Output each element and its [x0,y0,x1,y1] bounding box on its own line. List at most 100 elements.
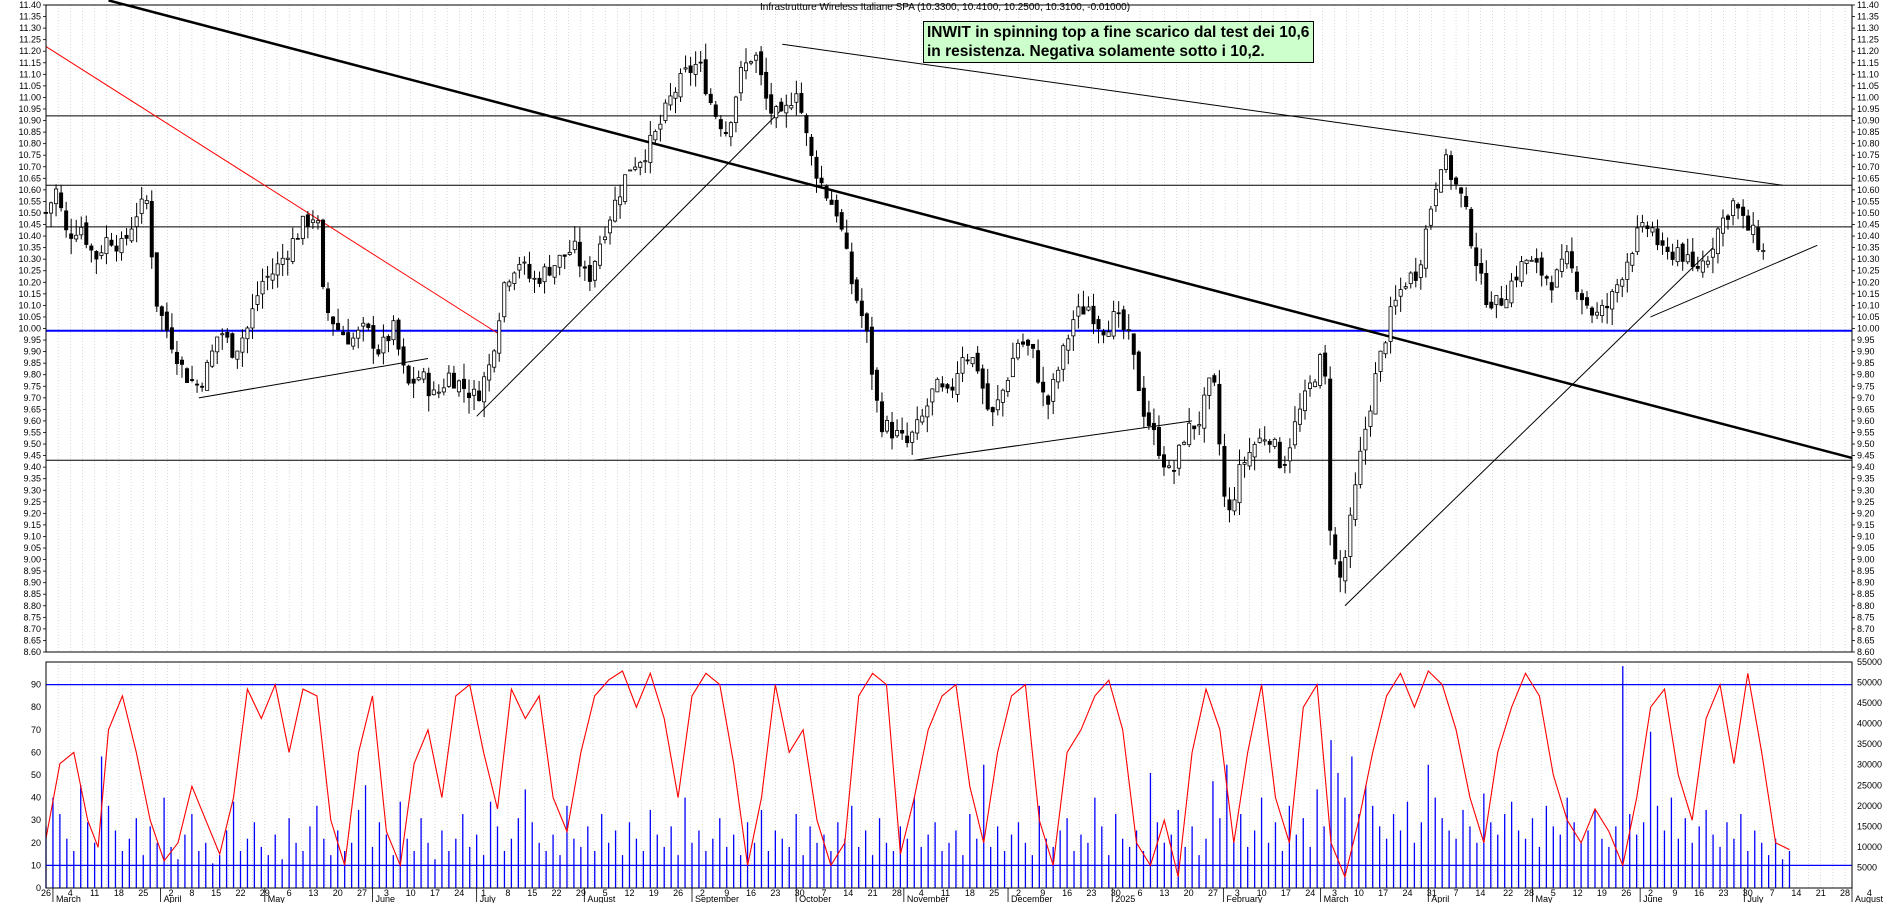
candle-body [592,261,597,281]
trendline [1650,244,1818,318]
candle-body [764,71,769,99]
x-axis-day-label: 7 [1770,888,1775,898]
candle-body [1091,305,1096,325]
candle-body [265,275,270,278]
price-axis-label-left: 10.15 [18,289,41,299]
candle-body [648,134,653,163]
candle-body [119,238,124,254]
price-axis-label-left: 8.70 [23,624,41,634]
candle-body [1685,254,1690,263]
candle-body [326,288,331,314]
candle-body [537,277,542,284]
x-axis-month-label: March [56,894,81,903]
candle-body [174,351,179,364]
candle-body [54,188,59,205]
candle-body [1313,381,1318,388]
x-axis-day-label: 14 [1791,888,1801,898]
trendline [108,0,1853,460]
candle-body [1459,187,1464,194]
candle-body [104,237,109,255]
candle-body [874,369,879,401]
candle-body [1469,208,1474,247]
price-axis-label-left: 9.25 [23,497,41,507]
candle-body [441,387,446,393]
candle-body [980,368,985,389]
x-axis-day-label: 10 [1257,888,1267,898]
x-axis-day-label: 19 [649,888,659,898]
x-axis-day-label: 7 [1454,888,1459,898]
candle-body [1630,253,1635,266]
candle-body [94,251,99,260]
candle-body [869,326,874,375]
price-axis-label-right: 10.80 [1857,139,1880,149]
price-axis-label-right: 8.90 [1857,578,1875,588]
candle-body [1031,344,1036,349]
candle-body [1705,260,1710,265]
candle-body [935,378,940,393]
candle-body [1408,272,1413,285]
volume-axis-label: 35000 [1857,739,1882,749]
candle-body [1383,342,1388,355]
x-axis-day-label: 2 [1648,888,1653,898]
candle-body [290,238,295,262]
price-axis-label-right: 8.65 [1857,635,1875,645]
price-axis-label-right: 10.60 [1857,185,1880,195]
price-axis-label-left: 8.65 [23,635,41,645]
candle-body [1398,289,1403,297]
candle-body [1746,215,1751,231]
candle-body [1066,338,1071,351]
x-axis-day-label: 22 [552,888,562,898]
candle-body [1579,293,1584,301]
candle-body [164,311,169,331]
x-axis-month-label: December [1011,894,1053,903]
candle-body [1086,306,1091,311]
candle-body [1172,469,1177,472]
candle-body [351,337,356,347]
candle-body [487,364,492,381]
x-axis-day-label: 26 [673,888,683,898]
price-axis-label-left: 10.35 [18,243,41,253]
x-axis-day-label: 24 [1305,888,1315,898]
candle-body [955,373,960,395]
trendline [45,46,498,334]
chart-title: Infrastrutture Wireless Italiane SPA (10… [760,2,1131,13]
price-axis-label-right: 11.15 [1857,58,1879,68]
x-axis-day-label: 6 [1138,888,1143,898]
candle-body [1005,380,1010,392]
x-axis-day-label: 4 [919,888,924,898]
candle-body [1161,454,1166,468]
x-axis-month-label: February [1226,894,1263,903]
price-axis-label-right: 9.30 [1857,485,1875,495]
candle-body [1056,369,1061,383]
x-axis-day-label: 9 [724,888,729,898]
oscillator-axis-label: 40 [31,793,41,803]
candle-body [270,273,275,281]
x-axis-day-label: 30 [1111,888,1121,898]
candle-body [507,281,512,287]
candle-body [1192,425,1197,430]
candle-body [406,365,411,384]
candle-body [1720,217,1725,234]
x-axis-day-label: 13 [308,888,318,898]
candle-body [245,327,250,340]
candle-body [1237,464,1242,504]
candle-body [1650,227,1655,233]
candle-body [582,266,587,269]
price-axis-label-left: 9.60 [23,416,41,426]
candle-body [1489,301,1494,309]
x-axis-day-label: 13 [1159,888,1169,898]
x-axis-day-label: 16 [746,888,756,898]
candle-body [376,349,381,355]
candle-body [255,295,260,305]
price-axis-label-right: 8.85 [1857,589,1875,599]
candle-body [673,91,678,99]
oscillator-panel-frame [45,661,1853,889]
x-axis-month-label: May [268,894,286,903]
candle-body [1348,514,1353,557]
x-axis-day-label: 18 [114,888,124,898]
candle-body [1499,298,1504,306]
candle-body [1328,378,1333,531]
candle-body [1222,445,1227,497]
volume-axis-label: 50000 [1857,678,1882,688]
price-axis-label-right: 9.15 [1857,520,1875,530]
